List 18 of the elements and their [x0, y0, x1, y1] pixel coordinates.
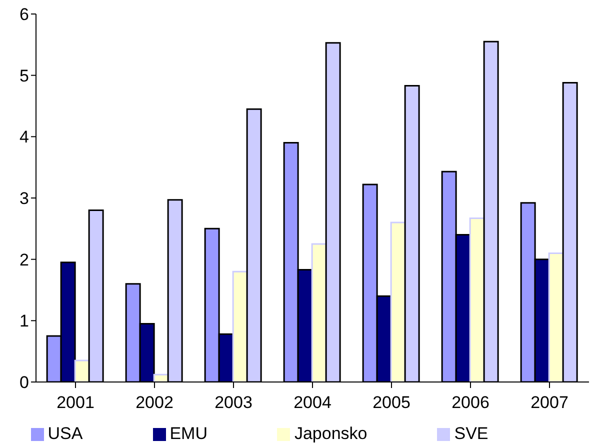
x-tick-label: 2003: [214, 393, 252, 412]
y-tick-label: 3: [20, 189, 29, 208]
x-tick-label: 2004: [294, 393, 332, 412]
x-tick-label: 2007: [530, 393, 568, 412]
x-tick-label: 2005: [372, 393, 410, 412]
y-tick-label: 0: [20, 373, 29, 392]
x-tick-label: 2006: [452, 393, 490, 412]
y-tick-label: 1: [20, 312, 29, 331]
legend-label: USA: [48, 424, 83, 443]
y-tick-label: 5: [20, 66, 29, 86]
legend-label: Japonsko: [294, 424, 368, 443]
x-tick-label: 2002: [136, 393, 174, 412]
legend-label: SVE: [454, 424, 488, 443]
legend-label: EMU: [170, 424, 208, 443]
x-tick-label: 2001: [56, 393, 94, 412]
y-tick-label: 2: [20, 250, 29, 270]
y-tick-label: 4: [20, 128, 29, 147]
y-tick-label: 6: [20, 5, 29, 24]
